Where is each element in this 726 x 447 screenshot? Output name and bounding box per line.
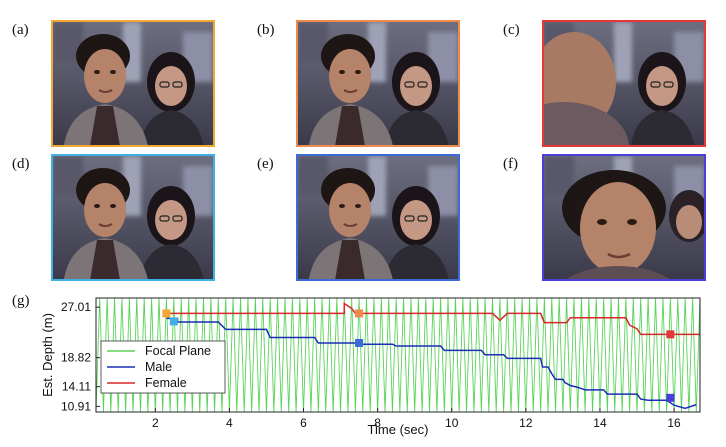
legend: Focal Plane Male Female xyxy=(100,340,226,394)
y-tick-label: 14.11 xyxy=(62,380,91,394)
photo-c xyxy=(542,20,706,147)
marker-1 xyxy=(169,317,178,326)
x-tick-label: 6 xyxy=(300,416,307,430)
x-tick-label: 4 xyxy=(226,416,233,430)
legend-female: Female xyxy=(145,376,187,390)
panel-d-label: (d) xyxy=(12,156,30,172)
x-tick-label: 8 xyxy=(374,416,381,430)
panel-e-label: (e) xyxy=(257,156,274,172)
depth-chart: 2 4 6 8 10 12 14 16 10.91 14.11 18.82 27.01 Time (… xyxy=(40,297,701,437)
x-axis-label: Time (sec) xyxy=(368,422,429,437)
series-male xyxy=(166,317,697,410)
marker-4 xyxy=(666,330,675,339)
x-tick-label: 10 xyxy=(445,416,459,430)
series-focal-plane xyxy=(96,298,700,412)
panel-c-label: (c) xyxy=(503,22,520,38)
y-tick-label: 27.01 xyxy=(61,300,91,314)
x-tick-label: 14 xyxy=(593,416,607,430)
legend-focal-plane: Focal Plane xyxy=(145,344,211,358)
plot-frame xyxy=(95,297,701,413)
y-tick-label: 18.82 xyxy=(61,351,91,365)
x-tick-label: 2 xyxy=(152,416,159,430)
series-female xyxy=(166,302,700,336)
panel-b-label: (b) xyxy=(257,22,275,38)
x-tick-label: 12 xyxy=(519,416,533,430)
y-tick-label: 10.91 xyxy=(61,399,91,413)
marker-5 xyxy=(666,393,675,402)
marker-3 xyxy=(355,338,364,347)
photo-e xyxy=(296,154,460,281)
photo-a xyxy=(51,20,215,147)
x-tick-label: 16 xyxy=(667,416,681,430)
legend-male: Male xyxy=(145,360,172,374)
marker-0 xyxy=(162,309,171,318)
photo-f xyxy=(542,154,706,281)
y-axis-label: Est. Depth (m) xyxy=(40,313,55,397)
photo-d xyxy=(51,154,215,281)
marker-2 xyxy=(355,309,364,318)
legend-box xyxy=(100,340,226,394)
photo-b xyxy=(296,20,460,147)
panel-a-label: (a) xyxy=(12,22,29,38)
panel-g-label: (g) xyxy=(12,293,30,309)
panel-f-label: (f) xyxy=(503,156,518,172)
